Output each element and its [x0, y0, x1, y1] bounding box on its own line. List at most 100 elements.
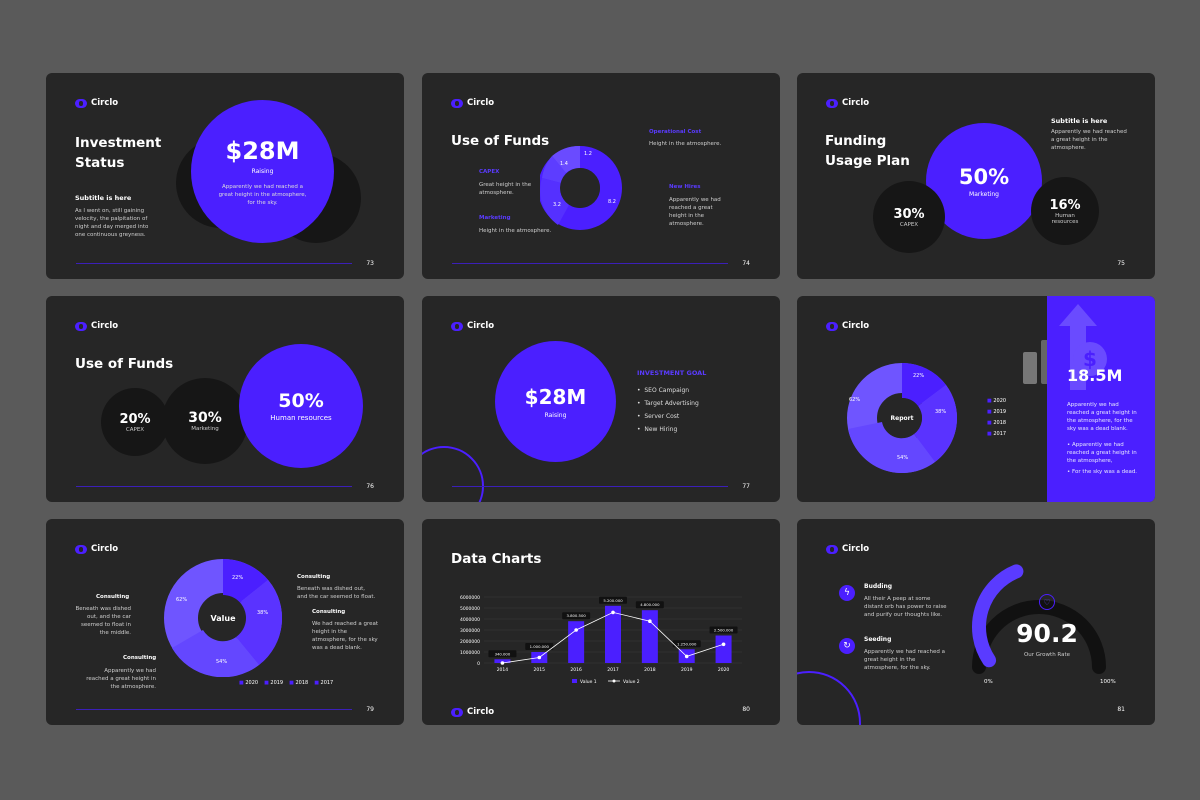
- brand-logo: Circlo: [826, 321, 869, 331]
- label-desc: Apparently we had reached a great height…: [669, 197, 721, 227]
- brand-logo: Circlo: [451, 98, 494, 108]
- value-label: 54%: [216, 659, 227, 665]
- bullet: • Apparently we had reached a great heig…: [1067, 442, 1137, 464]
- donut-slice: [172, 630, 259, 677]
- slide-79[interactable]: Circlo Value 22% 38% 54% 62% Consulting …: [46, 519, 404, 725]
- donut-chart: Value 22% 38% 54% 62%: [164, 559, 282, 677]
- amount: $28M: [524, 384, 587, 409]
- value-label: 38%: [257, 610, 268, 616]
- y-tick-label: 1000000: [460, 650, 480, 656]
- label-new-hires: New Hires: [669, 184, 701, 190]
- x-tick-label: 2014: [497, 667, 509, 673]
- percent-circle: 30% CAPEX: [873, 181, 945, 253]
- y-tick-label: 5000000: [460, 606, 480, 612]
- line-point: [500, 661, 505, 665]
- percent-value: 20%: [119, 411, 151, 427]
- panel-desc: Apparently we had reached a great height…: [1067, 402, 1137, 432]
- brand-logo: Circlo: [826, 98, 869, 108]
- data-label: 2.500.000: [714, 628, 734, 633]
- callout-desc: Beneath was dished out, and the car seem…: [297, 586, 376, 600]
- item-title: Seeding: [864, 636, 892, 643]
- page-number: 74: [742, 260, 750, 267]
- side-panel: [1047, 296, 1155, 502]
- slide-title: Use of Funds: [451, 133, 550, 149]
- donut-hole: [200, 595, 246, 641]
- divider: [76, 709, 352, 710]
- legend-label: Value 2: [623, 679, 640, 685]
- gauge-value: 90.2: [1016, 619, 1078, 648]
- slide-75[interactable]: Circlo Funding Usage Plan Subtitle is he…: [797, 73, 1155, 279]
- legend-item: ■ 2018: [987, 420, 1007, 426]
- slide-76[interactable]: Circlo Use of Funds 20% CAPEX 30% Market…: [46, 296, 404, 502]
- data-label: 5.200.000: [603, 598, 623, 603]
- slide-73[interactable]: Circlo $28M Raising Apparently we had re…: [46, 73, 404, 279]
- brand-logo: Circlo: [451, 707, 494, 717]
- line-point: [537, 655, 542, 660]
- divider: [76, 486, 352, 487]
- percent-label: Human resources: [270, 414, 332, 422]
- label-desc: Height in the atmosphere.: [479, 228, 552, 234]
- donut-hole: [560, 168, 600, 208]
- goal-item: • New Hiring: [637, 426, 678, 433]
- subtitle: Subtitle is here: [1051, 117, 1108, 125]
- value-label: 1.4: [560, 161, 568, 167]
- data-label: 1.250.000: [677, 641, 697, 646]
- percent-label: CAPEX: [125, 426, 145, 433]
- slide-74[interactable]: Circlo Use of Funds 1.2 1.4 3.2 8.2 Oper…: [422, 73, 780, 279]
- value-label: 22%: [913, 373, 924, 379]
- brand-name: Circlo: [467, 321, 495, 331]
- refresh-icon: ↻: [839, 638, 855, 654]
- callout-title: Consulting: [297, 574, 331, 580]
- percent-label: Human resources: [1051, 212, 1079, 225]
- legend-item: ■ 2018: [289, 680, 309, 686]
- callout-desc: We had reached a great height in the atm…: [312, 621, 379, 651]
- callout-desc: Apparently we had reached a great height…: [86, 668, 156, 690]
- percent-label: Marketing: [969, 190, 999, 198]
- legend: ■ 2020 ■ 2019 ■ 2018 ■ 2017: [239, 680, 333, 686]
- value-label: 54%: [897, 455, 908, 461]
- data-label-bg: [599, 596, 627, 604]
- amount-label: Raising: [544, 411, 567, 419]
- divider: [76, 263, 352, 264]
- slide-80[interactable]: Data Charts 6000000 5000000 4000000 3000000…: [422, 519, 780, 725]
- donut-slice: [236, 580, 282, 665]
- label-marketing: Marketing: [479, 215, 511, 221]
- donut-slice: [902, 363, 946, 406]
- bar: [568, 621, 585, 663]
- percent-value: 16%: [1049, 197, 1081, 213]
- logo-icon: [75, 544, 87, 554]
- percent-value: 30%: [188, 410, 222, 426]
- subtitle: Subtitle is here: [75, 194, 132, 202]
- slide-81[interactable]: Circlo ϟ Budding All their A peep at som…: [797, 519, 1155, 725]
- line-point: [721, 642, 726, 647]
- donut-slice: [848, 422, 935, 473]
- item-desc: Apparently we had reached a great height…: [864, 649, 945, 671]
- amount-circle: $28M Raising: [495, 341, 616, 462]
- goal-item: • SEO Campaign: [637, 387, 690, 394]
- decor-ring: [422, 446, 484, 502]
- data-label-bg: [635, 601, 664, 609]
- slide-77[interactable]: Circlo $28M Raising INVESTMENT GOAL • SE…: [422, 296, 780, 502]
- data-label: 1.000.000: [530, 644, 550, 649]
- amount-circle: $28M Raising Apparently we had reached a…: [191, 100, 334, 243]
- data-label: 4.800.000: [640, 602, 660, 607]
- percent-circle: 20% CAPEX: [101, 388, 169, 456]
- logo-icon: [451, 98, 463, 108]
- bar: [641, 610, 658, 663]
- percent-circle: 16% Human resources: [1031, 177, 1099, 245]
- item-desc: All their A peep at some distant orb has…: [864, 596, 947, 618]
- percent-label: Marketing: [191, 426, 219, 432]
- y-tick-label: 2000000: [460, 639, 480, 645]
- logo-icon: [451, 321, 463, 331]
- data-label-bg: [525, 643, 554, 650]
- y-tick-label: 0: [477, 661, 480, 667]
- percent-label: CAPEX: [899, 221, 919, 228]
- slide-78[interactable]: Circlo $ 18.5M Apparently we had reached…: [797, 296, 1155, 502]
- brand-name: Circlo: [467, 98, 495, 108]
- brand-name: Circlo: [467, 707, 495, 717]
- page-number: 79: [366, 706, 374, 713]
- data-label-bg: [672, 640, 701, 648]
- brand-name: Circlo: [842, 98, 870, 108]
- slide-title: Data Charts: [451, 551, 542, 567]
- percent-circle: 30% Marketing: [162, 378, 248, 464]
